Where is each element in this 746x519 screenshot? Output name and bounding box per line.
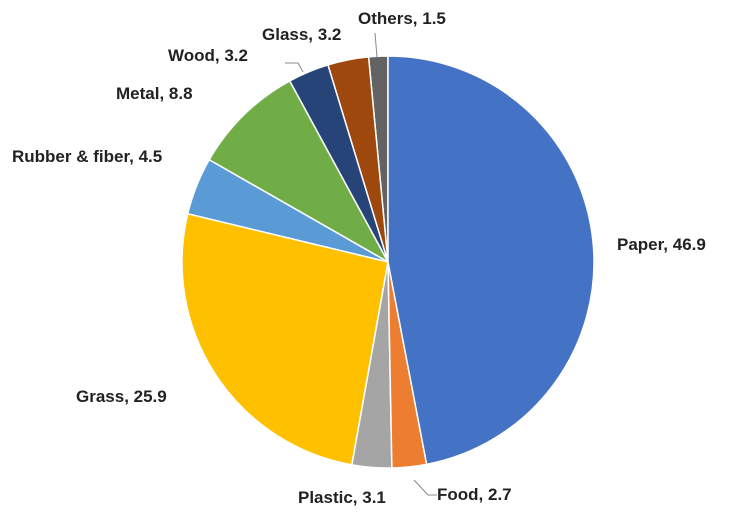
data-label: Glass, 3.2 [262,25,342,44]
pie-slice [387,55,595,466]
pie-slice [208,79,390,264]
pie-slice [181,212,389,466]
data-label: Others, 1.5 [358,9,446,28]
data-label: Food, 2.7 [437,485,512,504]
leader-line [413,479,437,496]
leader-line [374,32,378,58]
data-label: Paper, 46.9 [617,235,706,254]
data-label: Plastic, 3.1 [298,488,386,507]
data-label: Wood, 3.2 [168,46,248,65]
leader-line [285,62,304,73]
data-label: Metal, 8.8 [116,84,193,103]
data-label: Grass, 25.9 [76,387,167,406]
data-label: Rubber & fiber, 4.5 [12,147,163,166]
